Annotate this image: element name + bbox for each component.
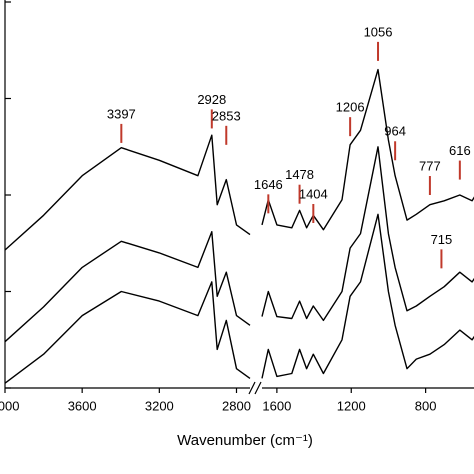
peak-label: 1056 xyxy=(364,24,393,39)
x-tick-label: 3600 xyxy=(68,398,97,413)
peak-label: 2853 xyxy=(212,108,241,123)
x-tick-label: 2800 xyxy=(222,398,251,413)
peak-label: 3397 xyxy=(107,106,136,121)
peak-label: 2928 xyxy=(197,92,226,107)
x-tick-label: 4000 xyxy=(0,398,19,413)
peak-label: 1478 xyxy=(285,167,314,182)
peak-label: 715 xyxy=(431,232,453,247)
axis-break xyxy=(248,381,262,395)
x-tick-label: 1600 xyxy=(262,398,291,413)
x-tick-label: 1200 xyxy=(337,398,366,413)
spectrum-line xyxy=(4,146,474,343)
x-tick-label: 800 xyxy=(415,398,437,413)
spectrum-line xyxy=(4,213,474,384)
break-mark xyxy=(248,381,256,395)
spectrum-line xyxy=(4,68,474,251)
peak-label: 777 xyxy=(419,158,441,173)
peak-label: 1404 xyxy=(299,186,328,201)
peak-label: 964 xyxy=(384,124,406,139)
peak-label: 1646 xyxy=(254,177,283,192)
break-mark xyxy=(254,381,262,395)
x-tick-label: 3200 xyxy=(145,398,174,413)
peak-label: 1206 xyxy=(336,100,365,115)
peak-label: 616 xyxy=(449,143,471,158)
x-axis-label: Wavenumber (cm⁻¹) xyxy=(177,432,313,449)
